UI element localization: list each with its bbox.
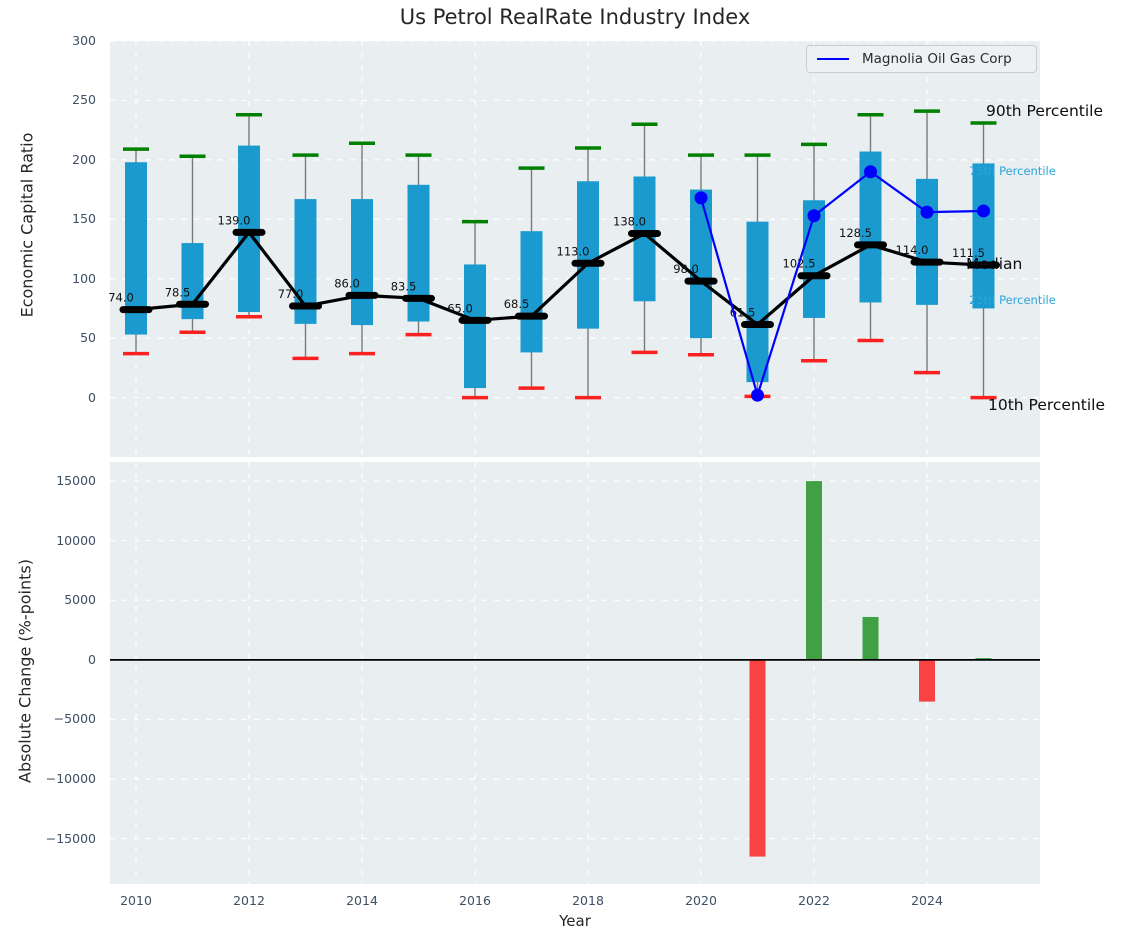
xtick-2016: 2016	[459, 893, 491, 908]
annotation-90th-percentile: 90th Percentile	[986, 102, 1104, 120]
bottom-ytick--15000: −15000	[45, 830, 96, 846]
bottom-ytick-15000: 15000	[56, 473, 96, 489]
change-bars	[749, 481, 992, 857]
company-series	[694, 165, 990, 402]
median-value-label-2024: 114.0	[896, 243, 929, 257]
company-marker-2023	[864, 165, 877, 179]
iqr-box-2021	[746, 221, 769, 383]
iqr-box-2023	[859, 151, 882, 303]
annotation-10th-percentile: 10th Percentile	[988, 396, 1106, 414]
top-ytick-50: 50	[80, 330, 96, 346]
company-marker-2025	[977, 204, 990, 218]
iqr-box-2025	[972, 163, 995, 309]
bottom-gridlines	[110, 462, 1040, 884]
median-value-label-2012: 139.0	[218, 213, 251, 227]
xtick-2022: 2022	[798, 893, 830, 908]
xtick-2012: 2012	[233, 893, 265, 908]
x-axis-label: Year	[559, 912, 591, 930]
top-ytick-150: 150	[72, 211, 96, 227]
iqr-box-2010	[125, 162, 147, 335]
iqr-box-2014	[351, 199, 373, 326]
xtick-2010: 2010	[120, 893, 152, 908]
bottom-y-axis-label: Absolute Change (%-points)	[15, 559, 35, 783]
median-value-label-2013: 77.0	[278, 287, 304, 301]
absolute-change-chart	[110, 462, 1040, 884]
median-value-label-2017: 68.5	[504, 297, 530, 311]
median-value-label-2019: 138.0	[613, 215, 646, 229]
xtick-2020: 2020	[685, 893, 717, 908]
median-value-label-2011: 78.5	[165, 285, 191, 299]
legend-label: Magnolia Oil Gas Corp	[862, 51, 1012, 67]
iqr-box-2011	[181, 243, 204, 320]
bottom-ytick--10000: −10000	[45, 771, 96, 787]
top-ytick-300: 300	[72, 33, 96, 48]
bottom-ytick-10000: 10000	[56, 532, 96, 548]
top-y-axis-label: Economic Capital Ratio	[17, 132, 37, 318]
annotation-75th-percentile: 75th Percentile	[969, 164, 1056, 178]
top-ytick-0: 0	[88, 389, 96, 405]
top-ytick-100: 100	[72, 270, 96, 286]
company-marker-2020	[694, 191, 708, 205]
median-value-label-2018: 113.0	[557, 244, 590, 258]
annotation-25th-percentile: 25th Percentile	[969, 293, 1056, 307]
median-value-label-2015: 83.5	[391, 279, 417, 293]
xtick-2024: 2024	[911, 893, 943, 908]
positive-bar-2022	[806, 481, 822, 660]
bottom-ytick-5000: 5000	[64, 592, 96, 608]
positive-bar-2023	[862, 616, 879, 660]
company-marker-2022	[807, 209, 821, 223]
company-marker-2021	[751, 388, 764, 402]
iqr-box-2016	[464, 264, 486, 389]
median-line	[135, 229, 984, 327]
median-value-label-2020: 98.0	[673, 262, 699, 276]
xtick-2018: 2018	[572, 893, 604, 908]
percentile-chart: 74.0 78.5 139.0 77.0 86.0 83.5 65.0 68.5 113.0 13…	[108, 40, 1040, 457]
median-value-label-2010: 74.0	[108, 291, 134, 305]
iqr-box-2012	[238, 145, 260, 312]
bottom-ytick--5000: −5000	[53, 711, 96, 727]
median-value-label-2021: 61.5	[730, 305, 756, 319]
iqr-box-2015	[407, 184, 430, 322]
absolute-change-panel	[110, 462, 1040, 884]
median-series: 74.0 78.5 139.0 77.0 86.0 83.5 65.0 68.5 113.0 13…	[108, 213, 1000, 328]
top-ytick-200: 200	[72, 151, 96, 167]
percentile-chart-panel: 74.0 78.5 139.0 77.0 86.0 83.5 65.0 68.5 113.0 13…	[108, 40, 1040, 457]
annotation-median: Median	[966, 255, 1023, 273]
top-ytick-250: 250	[72, 92, 96, 108]
legend: Magnolia Oil Gas Corp	[806, 45, 1037, 73]
median-value-label-2016: 65.0	[447, 301, 473, 315]
legend-line-swatch	[817, 58, 849, 60]
negative-bar-2021	[749, 659, 766, 857]
iqr-box-2024	[916, 178, 938, 305]
median-value-label-2023: 128.5	[839, 226, 872, 240]
iqr-box-2018	[577, 181, 599, 329]
iqr-box-2017	[520, 231, 543, 353]
iqr-box-2019	[633, 176, 656, 302]
iqr-box-2013	[294, 199, 317, 324]
company-marker-2024	[920, 205, 934, 219]
company-line	[699, 170, 984, 400]
median-value-label-2025: 111.5	[952, 246, 985, 260]
negative-bar-2024	[919, 659, 935, 702]
chart-title: Us Petrol RealRate Industry Index	[399, 5, 751, 29]
xtick-2014: 2014	[346, 893, 378, 908]
bottom-ytick-0: 0	[88, 651, 96, 667]
median-value-label-2014: 86.0	[334, 276, 360, 290]
iqr-box-2020	[690, 189, 712, 339]
